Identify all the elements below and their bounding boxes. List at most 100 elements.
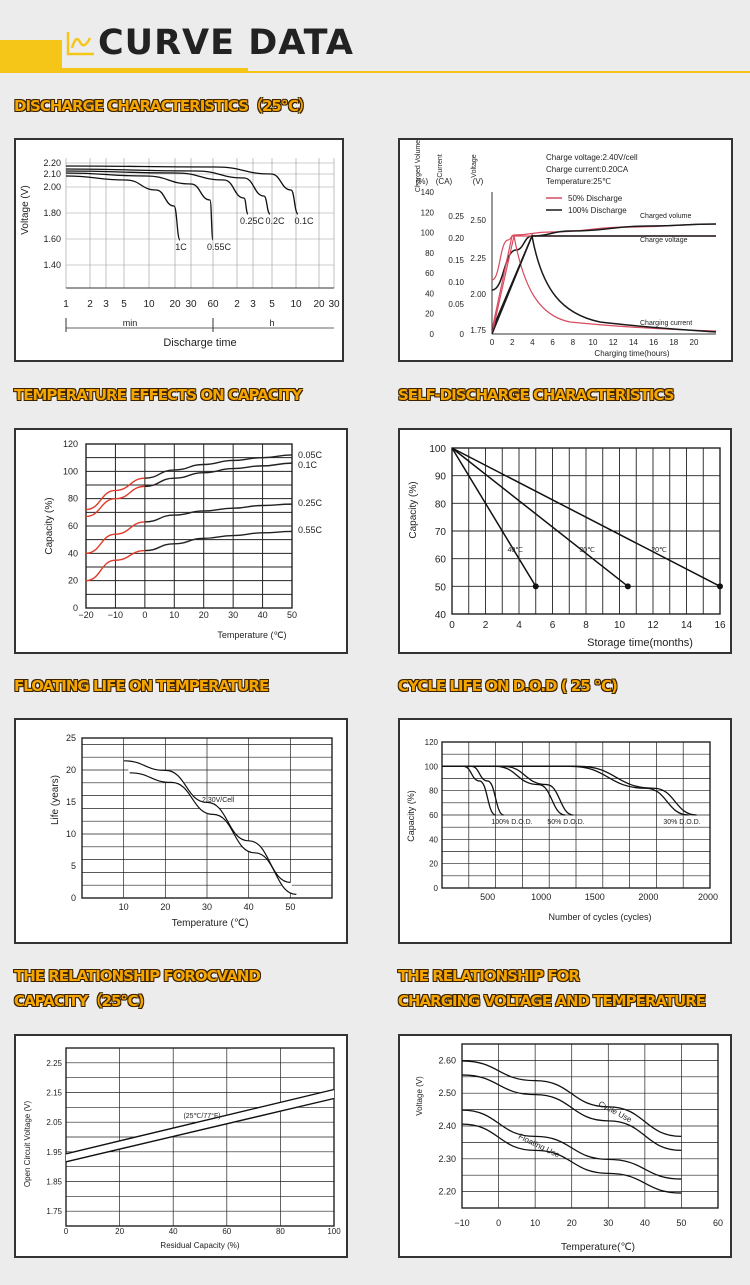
banner-accent-line [0, 71, 750, 73]
discharge-x-axis-title: Discharge time [163, 337, 236, 349]
section-title-self-discharge: SELF-DISCHARGE CHARACTERISTICS [398, 386, 675, 404]
self-discharge-y-tick-label: 40 [435, 610, 447, 621]
charging-legend-label: 100% Discharge [568, 206, 627, 215]
discharge-curve-0-55c [65, 172, 214, 241]
charging-current-tick-label: 0.15 [448, 256, 464, 265]
self-discharge-x-tick-label: 10 [614, 620, 626, 631]
floating-y-axis-title: Life (years) [50, 775, 61, 825]
section-title-ocv-line1: THE RELATIONSHIP FOROCVAND [14, 967, 261, 985]
cycle-y-tick-label: 100 [425, 762, 439, 771]
self-discharge-line-40 [451, 447, 537, 587]
charging-voltage-tick-label: 2.00 [470, 290, 486, 299]
cycle-x-tick-label: 2000 [638, 892, 658, 902]
charging-voltage-y-tick-label: 2.20 [438, 1187, 456, 1197]
discharge-curve-label: 1C [175, 242, 187, 252]
cycle-y-tick-label: 80 [429, 787, 438, 796]
self-discharge-line-label: 20℃ [651, 547, 667, 554]
temperature-curve-label: 0.1C [298, 460, 318, 470]
floating-x-tick-label: 40 [244, 902, 254, 912]
discharge-x-tick-label: 5 [121, 299, 127, 310]
ocv-curve-label: (25℃/77°F) [183, 1112, 220, 1120]
cycle-y-tick-label: 60 [429, 811, 438, 820]
charging-voltage-x-tick-label: 60 [713, 1218, 723, 1228]
discharge-curve-label: 0.55C [207, 242, 232, 252]
floating-band-fill [123, 760, 297, 895]
self-discharge-chart: 0 2 4 6 8 10 12 14 16 100 90 80 70 60 50 40 Capacity (%)… [408, 444, 726, 649]
charging-volume-tick-label: 20 [425, 310, 434, 319]
floating-x-tick-label: 30 [202, 902, 212, 912]
temperature-curve-0-1c [144, 462, 293, 488]
floating-y-tick-label: 10 [66, 829, 76, 839]
discharge-x-tick-label: 30 [328, 299, 340, 310]
temperature-chart-panel: −20 −10 0 10 20 30 40 50 120 100 80 60 40 20 0 Capacity… [14, 428, 348, 654]
cycle-y-tick-label: 20 [429, 860, 438, 869]
charging-x-tick-label: 16 [649, 338, 658, 347]
ocv-x-tick-label: 100 [327, 1227, 341, 1236]
discharge-group-label: h [269, 318, 274, 328]
charging-voltage-tick-label: 2.50 [470, 216, 486, 225]
discharge-curve-1c [65, 175, 181, 241]
self-discharge-x-axis-title: Storage time(months) [587, 637, 693, 649]
charging-x-tick-label: 12 [609, 338, 618, 347]
temperature-curve-label: 0.25C [298, 498, 323, 508]
temperature-curve-0-55c-cold [85, 549, 145, 582]
charging-curve-label: Charged volume [640, 213, 691, 220]
ocv-x-tick-label: 20 [115, 1227, 124, 1236]
floating-curve-label: 2.30V/Cell [202, 797, 235, 804]
temperature-curve-0-05c-cold [85, 477, 145, 511]
temperature-y-tick-label: 0 [73, 603, 78, 613]
floating-x-tick-label: 50 [285, 902, 295, 912]
discharge-x-tick-label: 3 [103, 299, 109, 310]
floating-band-lower [129, 772, 297, 895]
temperature-x-tick-label: 10 [169, 610, 179, 620]
charging-volume-tick-label: 140 [421, 188, 435, 197]
self-discharge-y-tick-label: 80 [435, 499, 447, 510]
charging-x-tick-label: 18 [669, 338, 678, 347]
section-title-ocv-line2: CAPACITY（25℃) [14, 992, 144, 1010]
charging-voltage-y-axis-title: Voltage (V) [415, 1076, 424, 1116]
discharge-x-tick-label: 2 [234, 299, 240, 310]
self-discharge-end-point [717, 583, 723, 590]
charging-voltage-y-tick-label: 2.40 [438, 1121, 456, 1131]
discharge-group-label: min [123, 318, 138, 328]
charging-note: Charge voltage:2.40V/cell [546, 153, 638, 162]
charging-current-tick-label: 0.20 [448, 234, 464, 243]
charging-volume-tick-label: 40 [425, 289, 434, 298]
charging-x-tick-label: 2 [510, 338, 515, 347]
self-discharge-y-tick-label: 60 [435, 555, 447, 566]
discharge-curve-label: 0.25C [240, 216, 265, 226]
page-title: CURVE DATA [62, 20, 368, 68]
temperature-x-tick-label: −10 [108, 610, 123, 620]
section-title-discharge: DISCHARGE CHARACTERISTICS（25℃） [14, 97, 313, 115]
charging-volume-100 [491, 223, 717, 291]
self-discharge-y-tick-label: 70 [435, 527, 447, 538]
charging-x-tick-label: 10 [589, 338, 598, 347]
charging-voltage-x-tick-label: 50 [676, 1218, 686, 1228]
temperature-y-tick-label: 20 [68, 576, 78, 586]
self-discharge-x-tick-label: 8 [583, 620, 589, 631]
cycle-chart-panel: 500 1000 1500 2000 2000 120 100 80 60 40 20 0 Capaci… [398, 718, 732, 944]
charging-x-tick-label: 14 [629, 338, 638, 347]
curve-chart-icon [66, 32, 94, 56]
temperature-y-tick-label: 80 [68, 494, 78, 504]
section-title-floating: FLOATING LIFE ON TEMPERATURE [14, 677, 269, 695]
floating-chart-panel: 10 20 30 40 50 25 20 15 10 5 0 Life (years) Temperat… [14, 718, 348, 944]
cycle-x-tick-label: 1500 [585, 892, 605, 902]
charging-voltage-cycle-use-lower [461, 1074, 682, 1152]
self-discharge-x-tick-label: 4 [516, 620, 522, 631]
charging-y-header: Current [437, 154, 444, 177]
ocv-chart-panel: 0 20 40 60 80 100 2.25 2.15 2.05 1.95 1.85 1.75 Open… [14, 1034, 348, 1258]
self-discharge-line-20 [451, 447, 721, 587]
ocv-x-tick-label: 0 [64, 1227, 69, 1236]
page-title-text: CURVE DATA [98, 23, 354, 63]
discharge-x-tick-label: 3 [250, 299, 256, 310]
temperature-x-tick-label: 20 [199, 610, 209, 620]
charging-voltage-floating-use-lower [461, 1123, 682, 1194]
charging-current-tick-label: 0.25 [448, 212, 464, 221]
ocv-x-tick-label: 40 [169, 1227, 178, 1236]
self-discharge-y-tick-label: 50 [435, 582, 447, 593]
discharge-curve-label: 0.1C [294, 216, 314, 226]
discharge-curve-0-2c [65, 168, 271, 215]
temperature-chart: −20 −10 0 10 20 30 40 50 120 100 80 60 40 20 0 Capacity… [44, 439, 323, 640]
